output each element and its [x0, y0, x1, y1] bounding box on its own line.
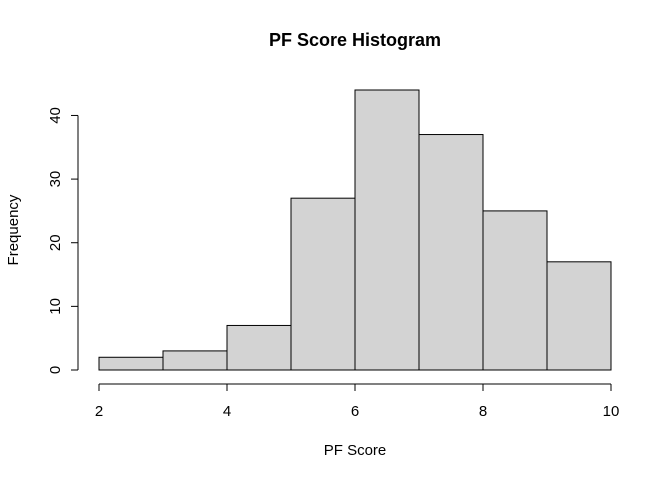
x-axis-label: PF Score: [324, 442, 387, 459]
histogram-bar-5-6: [290, 197, 356, 371]
y-tick-label-30: 30: [47, 171, 64, 188]
x-tick-label-4: 4: [223, 403, 231, 420]
histogram-bar-2-3: [98, 356, 164, 371]
y-tick-label-20: 20: [47, 234, 64, 251]
y-tick-label-10: 10: [47, 298, 64, 315]
histogram-bar-7-8: [418, 134, 484, 371]
histogram-bar-4-5: [226, 324, 292, 371]
histogram-bar-9-10: [546, 261, 612, 371]
x-tick-label-6: 6: [351, 403, 359, 420]
chart-title: PF Score Histogram: [269, 30, 441, 50]
x-tick-label-2: 2: [95, 403, 103, 420]
bars-group: [98, 89, 612, 371]
y-tick-label-40: 40: [47, 107, 64, 124]
y-axis: 0 10 20 30 40: [47, 107, 79, 374]
histogram-bar-8-9: [482, 210, 548, 371]
x-tick-label-10: 10: [603, 403, 620, 420]
y-tick-label-0: 0: [47, 366, 64, 374]
x-axis: 2 4 6 8 10: [95, 383, 620, 420]
y-axis-label: Frequency: [5, 194, 22, 265]
x-tick-label-8: 8: [479, 403, 487, 420]
histogram-bar-6-7: [354, 89, 420, 371]
histogram-bar-3-4: [162, 350, 228, 371]
